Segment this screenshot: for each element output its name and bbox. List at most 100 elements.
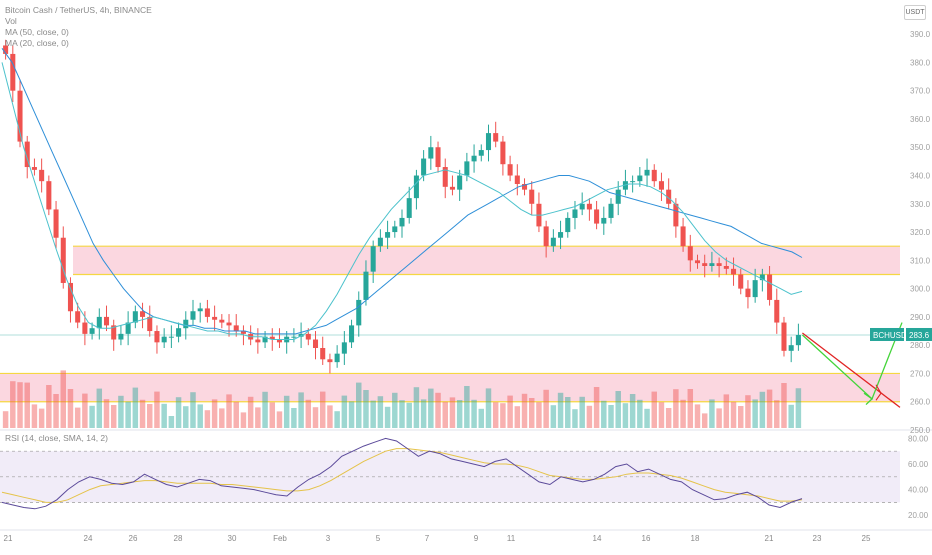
- candle-body: [471, 155, 477, 162]
- volume-bar: [572, 409, 578, 428]
- volume-bar: [2, 411, 9, 428]
- volume-bar: [175, 397, 182, 428]
- candle-body: [370, 246, 376, 272]
- candle-body: [774, 299, 780, 323]
- candle-body: [630, 181, 636, 183]
- volume-bar: [24, 382, 30, 428]
- volume-bar: [507, 395, 513, 428]
- volume-bar: [276, 411, 283, 428]
- volume-bar: [197, 404, 203, 428]
- rsi-legend[interactable]: RSI (14, close, SMA, 14, 2): [5, 433, 108, 443]
- candle-body: [658, 181, 664, 190]
- candle-body: [586, 203, 592, 210]
- currency-selector[interactable]: USDT: [904, 5, 926, 20]
- candle-body: [457, 175, 463, 190]
- zone-support: [0, 373, 900, 402]
- volume-bar: [334, 411, 340, 428]
- candle-body: [702, 263, 708, 266]
- price-tick-label: 260.0: [910, 398, 931, 407]
- candle-body: [399, 217, 405, 227]
- time-tick-label: 3: [326, 534, 331, 543]
- volume-bar: [154, 391, 160, 428]
- candle-body: [637, 175, 643, 182]
- volume-bar: [291, 408, 297, 428]
- volume-bar: [651, 391, 657, 428]
- volume-bar: [89, 405, 95, 428]
- volume-bar: [644, 408, 650, 428]
- candle-body: [89, 328, 95, 334]
- price-tick-label: 320.0: [910, 228, 931, 237]
- zone-resistance: [73, 246, 900, 275]
- price-tick-label: 350.0: [910, 143, 931, 152]
- volume-bar: [247, 396, 254, 428]
- time-tick-label: 28: [174, 534, 183, 543]
- candle-body: [759, 274, 765, 281]
- time-tick-label: 16: [642, 534, 651, 543]
- candle-body: [140, 311, 146, 317]
- candle-body: [731, 268, 737, 275]
- volume-bar: [752, 399, 758, 428]
- volume-bar: [723, 394, 730, 428]
- candle-body: [464, 161, 470, 176]
- volume-bar: [745, 395, 751, 428]
- candle-body: [485, 133, 492, 151]
- volume-bar: [103, 399, 110, 428]
- volume-bar: [774, 400, 780, 428]
- candle-body: [60, 237, 66, 283]
- candle-body: [709, 263, 715, 266]
- candle-body: [594, 209, 600, 224]
- candle-body: [168, 336, 174, 338]
- legend-title[interactable]: Bitcoin Cash / TetherUS, 4h, BINANCE: [5, 5, 152, 15]
- volume-bar: [406, 402, 412, 428]
- volume-bar: [211, 399, 218, 428]
- legend-ma20[interactable]: MA (20, close, 0): [5, 38, 69, 48]
- candle-body: [558, 232, 564, 238]
- volume-bar: [694, 404, 701, 428]
- candle-body: [601, 217, 607, 224]
- volume-bar: [579, 396, 585, 428]
- volume-bar: [226, 394, 232, 428]
- volume-bar: [492, 402, 499, 428]
- volume-bar: [298, 392, 304, 428]
- volume-bar: [665, 408, 672, 428]
- time-tick-label: 21: [765, 534, 774, 543]
- candle-body: [442, 167, 448, 187]
- candle-body: [334, 353, 340, 363]
- candle-body: [312, 339, 319, 348]
- candle-body: [413, 175, 419, 199]
- candle-body: [255, 339, 261, 343]
- price-tick-label: 270.0: [910, 369, 931, 378]
- volume-bar: [788, 404, 794, 428]
- volume-bar: [658, 402, 665, 428]
- legend-volume[interactable]: Vol: [5, 16, 17, 26]
- volume-bar: [219, 408, 225, 428]
- volume-bar: [384, 406, 391, 428]
- price-tick-label: 330.0: [910, 200, 931, 209]
- volume-bar: [283, 395, 290, 428]
- rsi-line: [1, 437, 803, 510]
- candle-body: [233, 325, 239, 332]
- volume-bar: [255, 407, 261, 428]
- legend-ma50[interactable]: MA (50, close, 0): [5, 27, 69, 37]
- candle-body: [377, 237, 383, 247]
- symbol-tag: [870, 327, 904, 341]
- candle-body: [522, 184, 528, 190]
- candle-body: [82, 322, 88, 334]
- candle-body: [147, 316, 153, 332]
- volume-bar: [305, 399, 312, 428]
- candle-body: [644, 169, 650, 176]
- volume-bar: [420, 399, 427, 428]
- candle-body: [356, 299, 362, 326]
- candle-body: [17, 90, 23, 142]
- volume-bar: [348, 401, 355, 428]
- volume-bar: [456, 400, 463, 428]
- candle-body: [716, 263, 722, 266]
- rsi-sma-line: [1, 448, 803, 503]
- volume-bar: [269, 402, 276, 428]
- volume-bar: [132, 387, 139, 428]
- candle-body: [788, 345, 794, 351]
- candle-body: [565, 217, 571, 233]
- ma50-line: [1, 48, 803, 335]
